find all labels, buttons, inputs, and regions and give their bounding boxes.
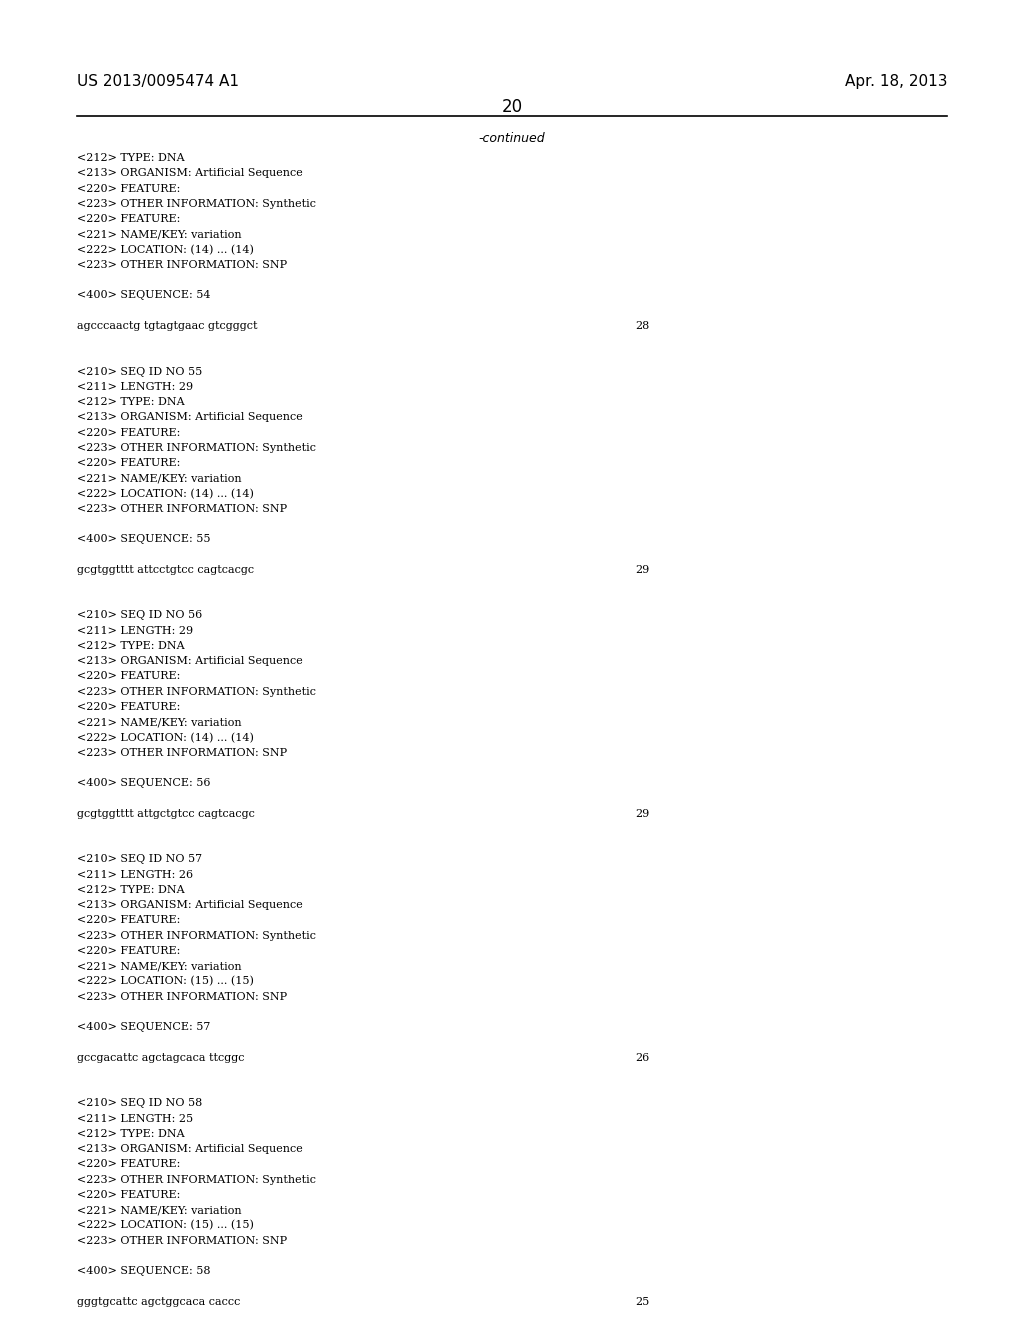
Text: <212> TYPE: DNA: <212> TYPE: DNA (77, 642, 184, 651)
Text: <220> FEATURE:: <220> FEATURE: (77, 672, 180, 681)
Text: <223> OTHER INFORMATION: SNP: <223> OTHER INFORMATION: SNP (77, 991, 287, 1002)
Text: <221> NAME/KEY: variation: <221> NAME/KEY: variation (77, 717, 242, 727)
Text: <223> OTHER INFORMATION: Synthetic: <223> OTHER INFORMATION: Synthetic (77, 442, 315, 453)
Text: <220> FEATURE:: <220> FEATURE: (77, 183, 180, 194)
Text: <223> OTHER INFORMATION: Synthetic: <223> OTHER INFORMATION: Synthetic (77, 199, 315, 209)
Text: <220> FEATURE:: <220> FEATURE: (77, 1159, 180, 1170)
Text: 29: 29 (635, 809, 649, 818)
Text: <223> OTHER INFORMATION: SNP: <223> OTHER INFORMATION: SNP (77, 260, 287, 269)
Text: <400> SEQUENCE: 55: <400> SEQUENCE: 55 (77, 535, 210, 544)
Text: <211> LENGTH: 25: <211> LENGTH: 25 (77, 1114, 193, 1123)
Text: <210> SEQ ID NO 57: <210> SEQ ID NO 57 (77, 854, 202, 865)
Text: <400> SEQUENCE: 54: <400> SEQUENCE: 54 (77, 290, 210, 301)
Text: <222> LOCATION: (15) ... (15): <222> LOCATION: (15) ... (15) (77, 1220, 254, 1230)
Text: <222> LOCATION: (15) ... (15): <222> LOCATION: (15) ... (15) (77, 977, 254, 987)
Text: <213> ORGANISM: Artificial Sequence: <213> ORGANISM: Artificial Sequence (77, 169, 302, 178)
Text: <211> LENGTH: 29: <211> LENGTH: 29 (77, 626, 193, 636)
Text: gccgacattc agctagcaca ttcggc: gccgacattc agctagcaca ttcggc (77, 1052, 245, 1063)
Text: <223> OTHER INFORMATION: SNP: <223> OTHER INFORMATION: SNP (77, 504, 287, 513)
Text: <220> FEATURE:: <220> FEATURE: (77, 946, 180, 956)
Text: <221> NAME/KEY: variation: <221> NAME/KEY: variation (77, 961, 242, 972)
Text: -continued: -continued (478, 132, 546, 145)
Text: <220> FEATURE:: <220> FEATURE: (77, 915, 180, 925)
Text: <213> ORGANISM: Artificial Sequence: <213> ORGANISM: Artificial Sequence (77, 656, 302, 667)
Text: <212> TYPE: DNA: <212> TYPE: DNA (77, 1129, 184, 1139)
Text: 28: 28 (635, 321, 649, 331)
Text: <212> TYPE: DNA: <212> TYPE: DNA (77, 153, 184, 164)
Text: <212> TYPE: DNA: <212> TYPE: DNA (77, 884, 184, 895)
Text: <223> OTHER INFORMATION: SNP: <223> OTHER INFORMATION: SNP (77, 747, 287, 758)
Text: <400> SEQUENCE: 57: <400> SEQUENCE: 57 (77, 1022, 210, 1032)
Text: <213> ORGANISM: Artificial Sequence: <213> ORGANISM: Artificial Sequence (77, 412, 302, 422)
Text: <210> SEQ ID NO 56: <210> SEQ ID NO 56 (77, 610, 202, 620)
Text: <213> ORGANISM: Artificial Sequence: <213> ORGANISM: Artificial Sequence (77, 900, 302, 911)
Text: gggtgcattc agctggcaca caccc: gggtgcattc agctggcaca caccc (77, 1296, 241, 1307)
Text: agcccaactg tgtagtgaac gtcgggct: agcccaactg tgtagtgaac gtcgggct (77, 321, 257, 331)
Text: <221> NAME/KEY: variation: <221> NAME/KEY: variation (77, 474, 242, 483)
Text: <223> OTHER INFORMATION: Synthetic: <223> OTHER INFORMATION: Synthetic (77, 1175, 315, 1184)
Text: <400> SEQUENCE: 56: <400> SEQUENCE: 56 (77, 779, 210, 788)
Text: US 2013/0095474 A1: US 2013/0095474 A1 (77, 74, 239, 88)
Text: <222> LOCATION: (14) ... (14): <222> LOCATION: (14) ... (14) (77, 488, 254, 499)
Text: <223> OTHER INFORMATION: SNP: <223> OTHER INFORMATION: SNP (77, 1236, 287, 1246)
Text: <220> FEATURE:: <220> FEATURE: (77, 1189, 180, 1200)
Text: gcgtggtttt attcctgtcc cagtcacgc: gcgtggtttt attcctgtcc cagtcacgc (77, 565, 254, 574)
Text: 25: 25 (635, 1296, 649, 1307)
Text: <400> SEQUENCE: 58: <400> SEQUENCE: 58 (77, 1266, 210, 1276)
Text: <222> LOCATION: (14) ... (14): <222> LOCATION: (14) ... (14) (77, 733, 254, 743)
Text: <220> FEATURE:: <220> FEATURE: (77, 428, 180, 437)
Text: gcgtggtttt attgctgtcc cagtcacgc: gcgtggtttt attgctgtcc cagtcacgc (77, 809, 255, 818)
Text: <210> SEQ ID NO 55: <210> SEQ ID NO 55 (77, 367, 202, 376)
Text: <223> OTHER INFORMATION: Synthetic: <223> OTHER INFORMATION: Synthetic (77, 931, 315, 941)
Text: 20: 20 (502, 98, 522, 116)
Text: <223> OTHER INFORMATION: Synthetic: <223> OTHER INFORMATION: Synthetic (77, 686, 315, 697)
Text: <211> LENGTH: 29: <211> LENGTH: 29 (77, 381, 193, 392)
Text: <221> NAME/KEY: variation: <221> NAME/KEY: variation (77, 1205, 242, 1216)
Text: Apr. 18, 2013: Apr. 18, 2013 (845, 74, 947, 88)
Text: <213> ORGANISM: Artificial Sequence: <213> ORGANISM: Artificial Sequence (77, 1144, 302, 1154)
Text: <222> LOCATION: (14) ... (14): <222> LOCATION: (14) ... (14) (77, 244, 254, 255)
Text: <220> FEATURE:: <220> FEATURE: (77, 458, 180, 469)
Text: <221> NAME/KEY: variation: <221> NAME/KEY: variation (77, 230, 242, 239)
Text: 26: 26 (635, 1052, 649, 1063)
Text: <211> LENGTH: 26: <211> LENGTH: 26 (77, 870, 193, 879)
Text: 29: 29 (635, 565, 649, 574)
Text: <220> FEATURE:: <220> FEATURE: (77, 702, 180, 711)
Text: <212> TYPE: DNA: <212> TYPE: DNA (77, 397, 184, 407)
Text: <210> SEQ ID NO 58: <210> SEQ ID NO 58 (77, 1098, 202, 1109)
Text: <220> FEATURE:: <220> FEATURE: (77, 214, 180, 224)
